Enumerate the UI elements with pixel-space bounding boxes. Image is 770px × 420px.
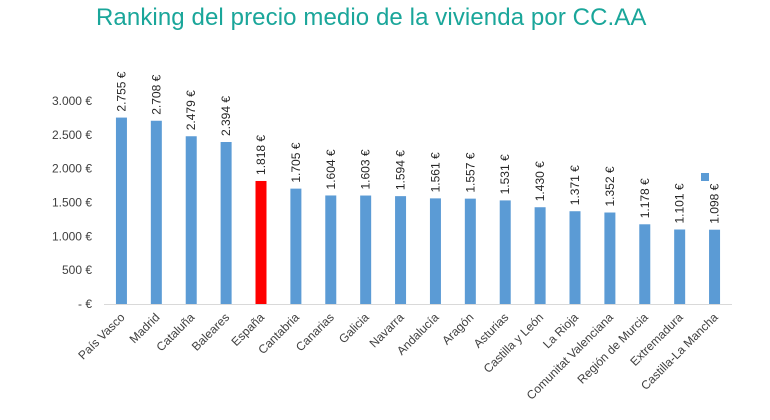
data-label: 2.394 € xyxy=(219,96,233,136)
bar xyxy=(220,142,232,304)
data-label: 1.371 € xyxy=(568,165,582,205)
bar xyxy=(115,117,127,304)
data-label: 1.818 € xyxy=(254,135,268,175)
bar xyxy=(464,198,476,304)
bar xyxy=(499,200,511,304)
bar xyxy=(709,229,721,304)
data-label: 1.352 € xyxy=(603,166,617,206)
data-label: 2.708 € xyxy=(149,74,163,114)
bar xyxy=(325,195,337,304)
y-tick-label: 500 € xyxy=(62,263,92,277)
bar xyxy=(604,212,616,304)
category-label: País Vasco xyxy=(75,310,127,362)
category-label: Canarias xyxy=(293,310,337,354)
bar xyxy=(534,207,546,304)
y-tick-label: 2.500 € xyxy=(52,128,92,142)
bar xyxy=(360,195,372,304)
bar xyxy=(185,136,197,304)
bar xyxy=(569,211,581,304)
bar xyxy=(290,188,302,304)
data-label: 1.594 € xyxy=(394,150,408,190)
data-label: 2.755 € xyxy=(114,71,128,111)
data-label: 1.705 € xyxy=(289,142,303,182)
bar xyxy=(639,224,651,304)
y-tick-label: 1.000 € xyxy=(52,229,92,243)
data-label: 1.430 € xyxy=(533,161,547,201)
data-label: 1.098 € xyxy=(708,183,722,223)
bar xyxy=(674,229,686,304)
category-label: Baleares xyxy=(189,310,232,353)
legend-marker xyxy=(701,173,709,181)
y-tick-label: - € xyxy=(78,297,92,311)
y-tick-label: 1.500 € xyxy=(52,196,92,210)
y-tick-label: 2.000 € xyxy=(52,162,92,176)
data-label: 1.178 € xyxy=(638,178,652,218)
data-label: 1.531 € xyxy=(498,154,512,194)
data-label: 1.604 € xyxy=(324,149,338,189)
data-label: 1.557 € xyxy=(463,152,477,192)
bar xyxy=(429,198,441,304)
chart-title: Ranking del precio medio de la vivienda … xyxy=(96,4,647,31)
data-label: 1.101 € xyxy=(673,183,687,223)
bar xyxy=(255,180,267,304)
bar xyxy=(395,196,407,304)
y-tick-label: 3.000 € xyxy=(52,94,92,108)
data-label: 1.561 € xyxy=(428,152,442,192)
data-label: 2.479 € xyxy=(184,90,198,130)
data-label: 1.603 € xyxy=(359,149,373,189)
bar xyxy=(150,120,162,304)
category-label: Cataluña xyxy=(153,310,197,354)
